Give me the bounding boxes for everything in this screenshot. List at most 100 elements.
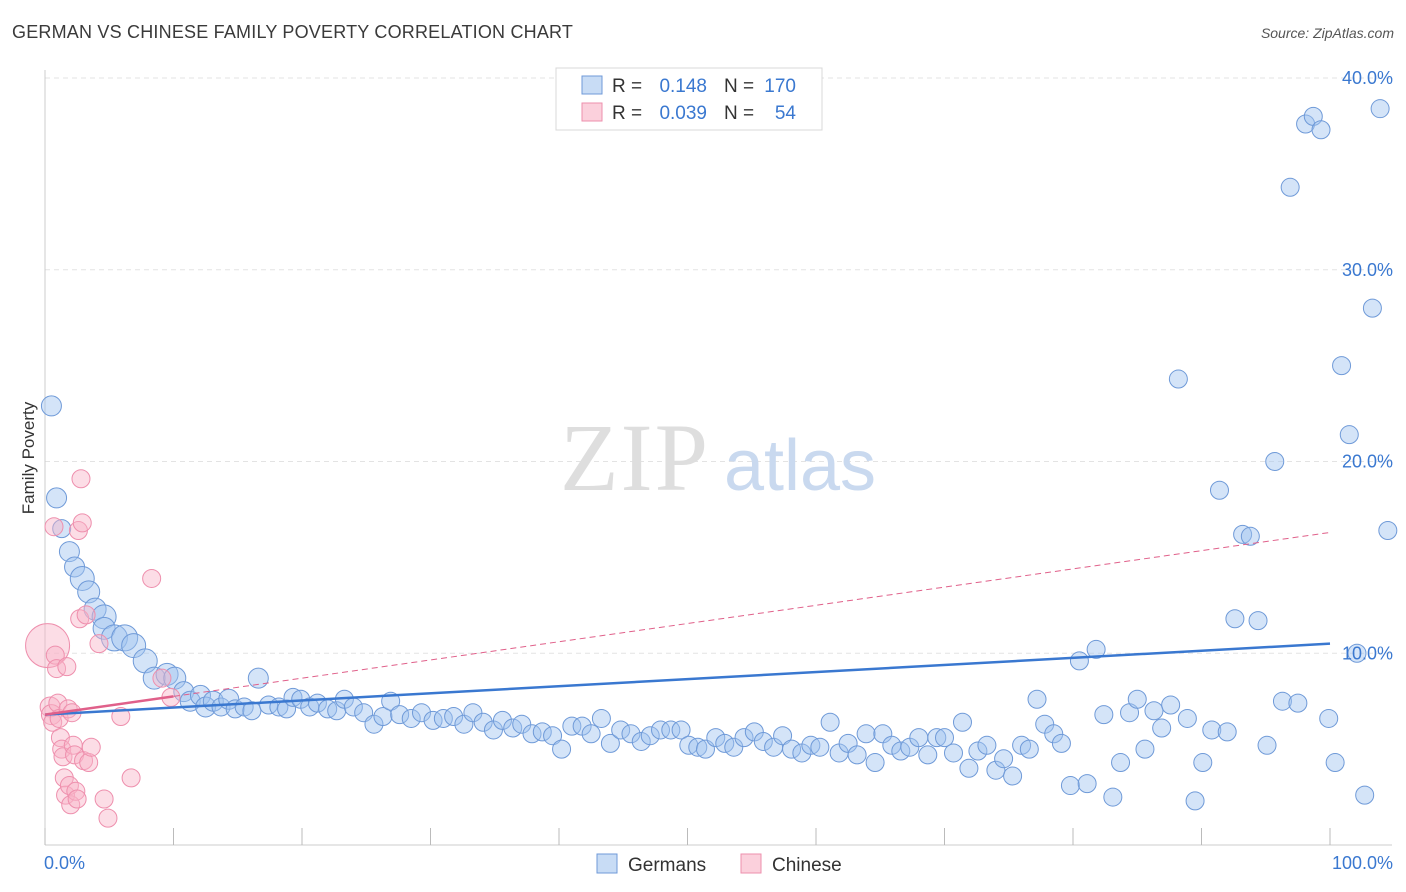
germans-point-8	[91, 604, 117, 630]
germans-point-150	[1339, 425, 1359, 445]
germans-point-57	[532, 722, 552, 742]
trend-lines	[44, 531, 1331, 716]
germans-point-97	[909, 728, 929, 748]
chinese-point-22	[67, 789, 87, 809]
bottom-legend-chinese: Chinese	[772, 855, 842, 876]
germans-point-107	[994, 749, 1014, 769]
germans-point-133	[1209, 480, 1229, 500]
germans-point-82	[773, 726, 793, 746]
germans-point-119	[1094, 705, 1114, 725]
germans-point-0	[40, 395, 62, 417]
bottom-legend-germans: Germans	[628, 855, 706, 876]
germans-point-5	[69, 565, 95, 591]
germans-point-126	[1152, 718, 1172, 738]
y-tick-label-1: 20.0%	[1342, 452, 1393, 472]
germans-point-68	[640, 726, 660, 746]
germans-point-90	[847, 745, 867, 765]
chinese-point-26	[72, 513, 92, 533]
chinese-point-14	[57, 657, 77, 677]
germans-point-147	[1319, 708, 1339, 728]
germans-point-153	[1362, 298, 1382, 318]
germans-point-70	[661, 720, 681, 740]
germans-point-55	[512, 714, 532, 734]
legend-r-label-1: R =	[612, 76, 642, 97]
germans-point-66	[621, 724, 641, 744]
germans-point-129	[1177, 708, 1197, 728]
germans-point-149	[1332, 356, 1352, 376]
germans-point-80	[753, 731, 773, 751]
germans-point-130	[1185, 791, 1205, 811]
bottom-legend-swatch-chinese	[740, 853, 762, 874]
germans-point-87	[820, 712, 840, 732]
germans-point-22	[211, 697, 231, 717]
germans-point-92	[865, 753, 885, 773]
chinese-point-31	[89, 634, 109, 654]
chinese-point-30	[81, 737, 101, 757]
germans-point-99	[927, 728, 947, 748]
germans-point-116	[1069, 651, 1089, 671]
bottom-legend-swatch-germans	[596, 853, 618, 874]
germans-point-106	[986, 760, 1006, 780]
germans-point-103	[959, 758, 979, 778]
germans-point-14	[142, 666, 166, 690]
germans-point-71	[671, 720, 691, 740]
chinese-trend-line-solid	[44, 695, 174, 716]
chinese-point-35	[121, 768, 141, 788]
germans-point-67	[631, 731, 651, 751]
germans-point-108	[1003, 766, 1023, 786]
germans-point-83	[782, 739, 802, 759]
legend-n-value-1: 170	[764, 76, 796, 97]
germans-point-44	[401, 708, 421, 728]
germans-point-45	[412, 703, 432, 723]
legend-n-value-2: 54	[775, 103, 797, 124]
germans-point-138	[1248, 611, 1268, 631]
y-axis-label: Family Poverty	[19, 401, 38, 514]
germans-point-121	[1111, 753, 1131, 773]
germans-point-125	[1144, 701, 1164, 721]
chart-title: GERMAN VS CHINESE FAMILY POVERTY CORRELA…	[12, 22, 574, 42]
germans-point-131	[1193, 753, 1213, 773]
germans-point-77	[724, 737, 744, 757]
chinese-point-32	[94, 789, 114, 809]
legend-r-value-2: 0.039	[659, 103, 707, 124]
chinese-point-10	[52, 739, 72, 759]
germans-point-152	[1355, 785, 1375, 805]
germans-point-140	[1265, 452, 1285, 471]
germans-point-78	[734, 728, 754, 748]
germans-point-117	[1077, 774, 1097, 794]
germans-trend-line	[44, 642, 1331, 716]
chinese-point-4	[44, 517, 64, 537]
germans-point-143	[1288, 693, 1308, 713]
germans-point-101	[943, 743, 963, 763]
germans-point-2	[52, 519, 72, 539]
germans-point-146	[1311, 120, 1331, 140]
legend-box: R = 0.148 N = 170 R = 0.039 N = 54	[555, 67, 823, 131]
x-tick-label-1: 100.0%	[1332, 853, 1393, 873]
germans-point-41	[373, 707, 393, 727]
germans-point-53	[492, 710, 512, 730]
tick-labels: 10.0% 20.0% 30.0% 40.0% 0.0% 100.0%	[44, 68, 1393, 873]
germans-point-51	[473, 712, 493, 732]
germans-point-65	[611, 720, 631, 740]
germans-point-62	[581, 724, 601, 744]
germans-point-132	[1202, 720, 1222, 740]
chinese-point-25	[71, 469, 91, 489]
germans-point-50	[463, 703, 483, 723]
germans-point-128	[1168, 369, 1188, 389]
watermark-zip: ZIP	[560, 404, 710, 511]
germans-point-1	[46, 487, 68, 509]
germans-point-69	[651, 720, 671, 740]
germans-point-6	[77, 580, 101, 604]
germans-point-155	[1378, 521, 1398, 541]
legend-swatch-germans	[581, 75, 603, 95]
legend-r-value-1: 0.148	[659, 76, 707, 97]
germans-point-154	[1370, 99, 1390, 119]
germans-point-63	[591, 708, 611, 728]
germans-point-142	[1280, 177, 1300, 197]
legend-n-label-2: N =	[724, 103, 754, 124]
germans-point-136	[1233, 524, 1253, 544]
germans-point-91	[856, 724, 876, 744]
source-label: Source: ZipAtlas.com	[1260, 25, 1394, 41]
legend-n-label-1: N =	[724, 76, 754, 97]
germans-point-123	[1127, 689, 1147, 709]
